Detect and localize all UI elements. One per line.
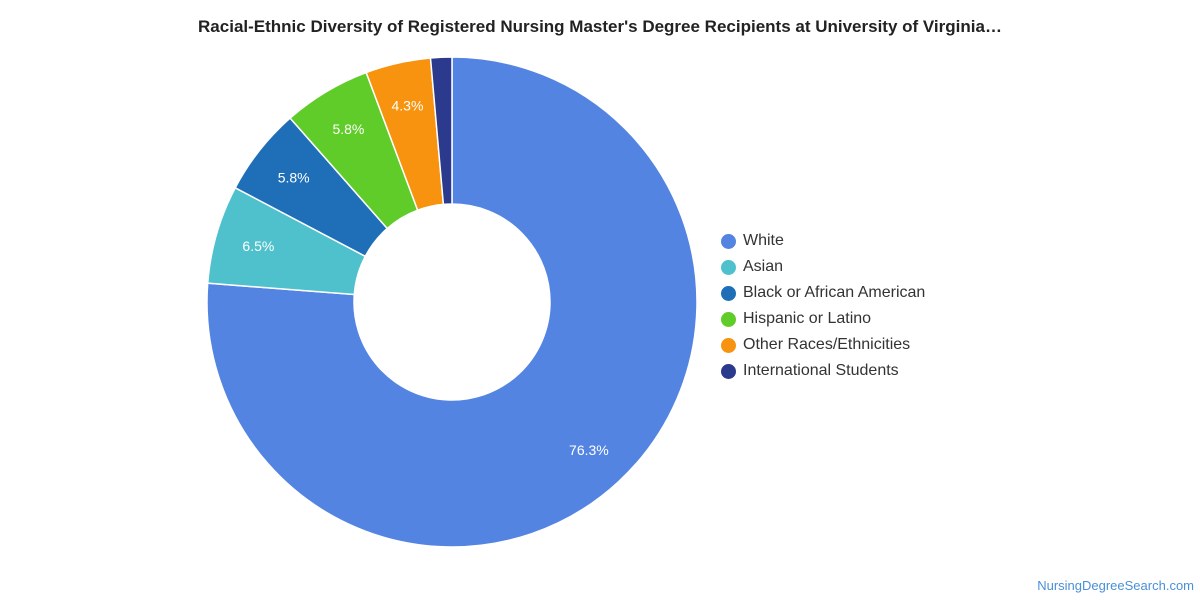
slices-group: [206, 56, 698, 548]
legend: White Asian Black or African American Hispa…: [721, 228, 925, 384]
slice-label-asian: 6.5%: [242, 238, 274, 254]
legend-item-other-races-ethnicities[interactable]: Other Races/Ethnicities: [721, 332, 925, 358]
legend-label: Asian: [743, 258, 784, 275]
legend-item-black-or-african-american[interactable]: Black or African American: [721, 280, 925, 306]
legend-item-hispanic-or-latino[interactable]: Hispanic or Latino: [721, 306, 925, 332]
legend-item-white[interactable]: White: [721, 228, 925, 254]
legend-swatch: [721, 363, 736, 379]
legend-label: Other Races/Ethnicities: [743, 336, 911, 353]
slice-label-other-races-ethnicities: 4.3%: [392, 97, 424, 113]
labels-group: 76.3% 6.5% 5.8% 5.8% 4.3%: [242, 97, 608, 457]
legend-swatch: [721, 233, 736, 249]
legend-item-asian[interactable]: Asian: [721, 254, 925, 280]
legend-label: White: [743, 232, 784, 249]
chart-title: Racial-Ethnic Diversity of Registered Nu…: [198, 17, 1002, 36]
legend-swatch: [721, 285, 736, 301]
legend-label: Black or African American: [743, 284, 926, 301]
legend-swatch: [721, 337, 736, 353]
slice-label-hispanic-or-latino: 5.8%: [332, 121, 364, 137]
legend-swatch: [721, 311, 736, 327]
legend-swatch: [721, 259, 736, 275]
source-link[interactable]: NursingDegreeSearch.com: [1037, 578, 1194, 593]
slice-white[interactable]: [206, 56, 698, 548]
legend-label: Hispanic or Latino: [743, 310, 872, 327]
legend-label: International Students: [743, 362, 899, 379]
slice-label-white: 76.3%: [569, 442, 609, 458]
slice-label-black-or-african-american: 5.8%: [278, 169, 310, 185]
slice-international-students[interactable]: [429, 56, 453, 206]
legend-item-international-students[interactable]: International Students: [721, 358, 925, 384]
